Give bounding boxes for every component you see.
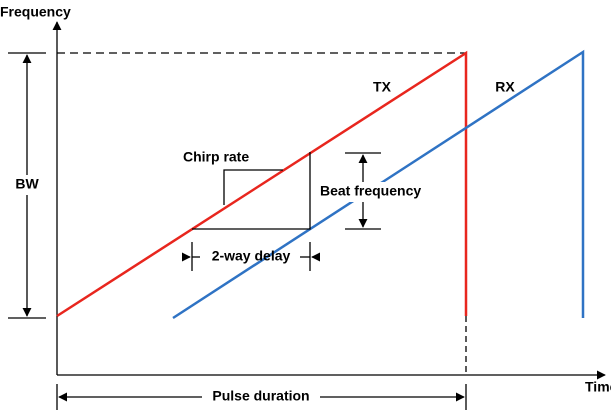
delay-label: 2-way delay [212, 248, 291, 264]
delay-box [192, 152, 311, 230]
y-axis-label: Frequency [0, 4, 71, 20]
bw-label: BW [15, 176, 39, 192]
label-bg [12, 175, 42, 195]
label-bg [318, 182, 438, 202]
label-bg [202, 388, 320, 406]
chirp-rate-label: Chirp rate [183, 149, 249, 165]
pulse-duration-label: Pulse duration [212, 388, 309, 404]
x-axis-label: Time [585, 379, 611, 395]
beat-frequency-label: Beat frequency [320, 183, 421, 199]
chirp-rate-triangle [223, 169, 283, 205]
tx-label: TX [373, 79, 392, 95]
tx-chirp [56, 50, 468, 318]
rx-label: RX [495, 79, 515, 95]
